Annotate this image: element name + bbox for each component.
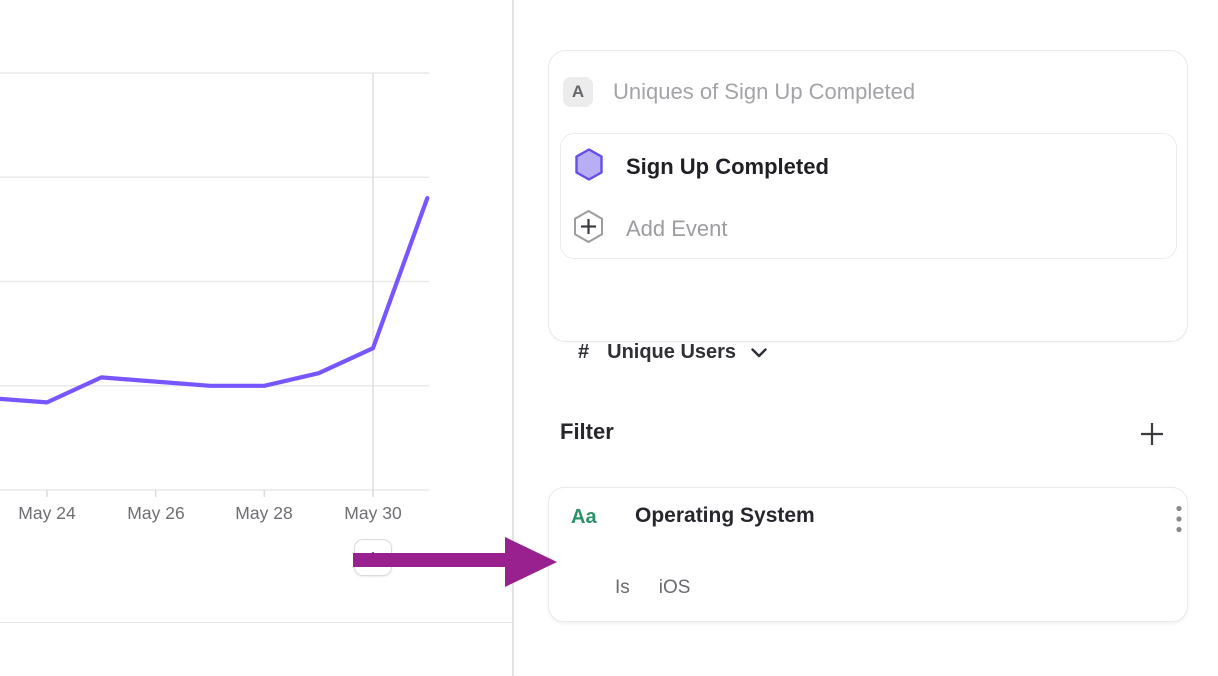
measurement-label: Unique Users (607, 341, 737, 363)
event-name: Sign Up Completed (626, 154, 829, 179)
filter-condition-row: Is iOS (615, 577, 690, 599)
filter-property-name[interactable]: Operating System (635, 504, 815, 527)
unique-users-dropdown[interactable]: # Unique Users (578, 341, 768, 364)
chart-card-bottom-border (0, 622, 513, 623)
x-tick-label: May 26 (127, 503, 185, 523)
line-chart (0, 72, 430, 497)
filter-section-heading: Filter (560, 419, 614, 444)
x-tick-label: May 30 (344, 503, 402, 523)
event-hexagon-icon (575, 148, 603, 186)
x-tick-label: May 28 (235, 503, 293, 523)
number-symbol: # (578, 341, 590, 363)
metric-card: A Uniques of Sign Up Completed Sign Up C… (548, 50, 1188, 363)
add-event-button[interactable]: Add Event (561, 209, 1176, 249)
metric-title: Uniques of Sign Up Completed (613, 79, 916, 104)
filter-property-row: Aa Operating System (571, 504, 1182, 534)
annotation-count-badge[interactable]: 1 (354, 539, 392, 576)
event-row-sign-up-completed[interactable]: Sign Up Completed (561, 148, 1176, 186)
filter-value[interactable]: iOS (658, 577, 691, 598)
add-event-hexagon-plus-icon (573, 209, 604, 249)
series-a-badge: A (563, 77, 593, 107)
plus-icon (1141, 423, 1163, 445)
x-tick-label: May 24 (18, 503, 76, 523)
filter-operator[interactable]: Is (615, 577, 630, 598)
chevron-down-icon (750, 347, 768, 359)
series-line-sign-up-completed (0, 196, 430, 405)
add-filter-button[interactable] (1138, 420, 1166, 448)
kebab-menu-icon[interactable] (1169, 504, 1189, 534)
filter-card: Aa Operating System Is iOS (548, 487, 1188, 622)
event-list-card: Sign Up Completed Add Event (560, 133, 1177, 259)
panel-divider (512, 0, 514, 676)
add-event-label: Add Event (626, 216, 728, 241)
string-property-type-icon: Aa (571, 506, 597, 528)
